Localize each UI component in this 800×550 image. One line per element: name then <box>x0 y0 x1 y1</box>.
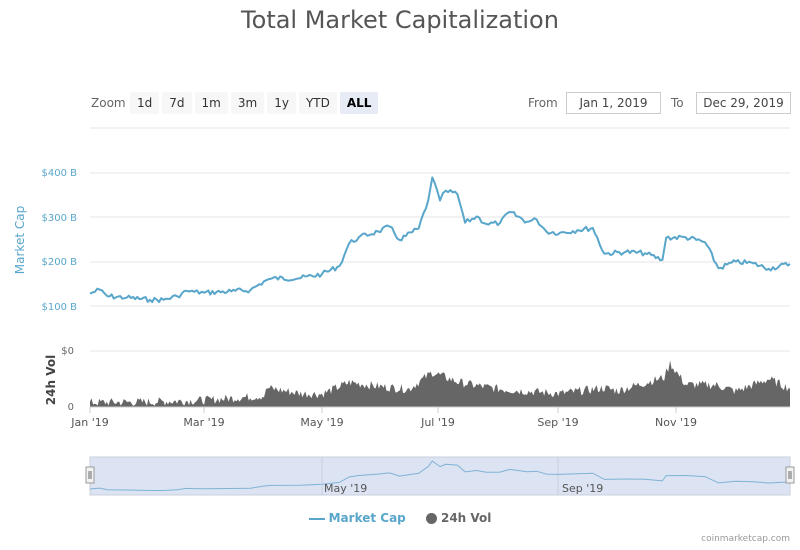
zoom-buttons: 1d 7d 1m 3m 1y YTD ALL <box>130 92 379 114</box>
navigator-tick-label: Sep '19 <box>562 482 603 495</box>
navigator-line <box>89 460 791 491</box>
volume-tick-label: 0 <box>68 402 74 413</box>
x-tick-label: Jan '19 <box>70 416 108 429</box>
market-cap-line <box>89 176 791 304</box>
x-tick-label: Nov '19 <box>655 416 697 429</box>
chart-title: Total Market Capitalization <box>241 6 559 34</box>
y-axis-label-volume: 24h Vol <box>44 355 58 405</box>
navigator[interactable]: May '19 Sep '19 <box>85 456 795 496</box>
navigator-right-handle[interactable] <box>785 466 795 484</box>
y-axis-label-market-cap: Market Cap <box>13 206 27 274</box>
volume-tick-label: $0 <box>61 346 74 357</box>
gridlines <box>90 127 790 352</box>
legend-item-market-cap[interactable]: Market Cap <box>308 511 406 525</box>
volume-area <box>90 360 790 407</box>
x-tick-label: Mar '19 <box>183 416 224 429</box>
to-date-input[interactable]: Dec 29, 2019 <box>696 92 791 114</box>
zoom-3m-button[interactable]: 3m <box>230 92 265 114</box>
from-date-input[interactable]: Jan 1, 2019 <box>566 92 661 114</box>
legend-label: 24h Vol <box>440 511 492 525</box>
line-swatch-icon <box>308 517 325 520</box>
y-tick-label: $100 B <box>42 302 78 313</box>
dot-swatch-icon <box>425 513 437 524</box>
legend-label: Market Cap <box>328 511 406 525</box>
navigator-tick-label: May '19 <box>324 482 367 495</box>
y-tick-label: $200 B <box>42 257 78 268</box>
zoom-ytd-button[interactable]: YTD <box>298 92 337 114</box>
legend-item-volume[interactable]: 24h Vol <box>425 511 492 525</box>
y-tick-label: $300 B <box>42 213 78 224</box>
from-label: From <box>528 96 558 110</box>
x-tick-label: Jul '19 <box>420 416 455 429</box>
zoom-1d-button[interactable]: 1d <box>130 92 160 114</box>
zoom-all-button[interactable]: ALL <box>339 92 379 114</box>
source-credit[interactable]: coinmarketcap.com <box>701 534 790 544</box>
x-tick-label: May '19 <box>300 416 343 429</box>
zoom-1y-button[interactable]: 1y <box>267 92 296 114</box>
zoom-label: Zoom <box>91 96 126 110</box>
y-tick-label: $400 B <box>42 168 78 179</box>
legend: Market Cap 24h Vol <box>0 511 800 525</box>
x-tick-label: Sep '19 <box>537 416 578 429</box>
navigator-left-handle[interactable] <box>85 466 95 484</box>
to-label: To <box>671 96 684 110</box>
zoom-1m-button[interactable]: 1m <box>194 92 228 114</box>
zoom-7d-button[interactable]: 7d <box>162 92 192 114</box>
